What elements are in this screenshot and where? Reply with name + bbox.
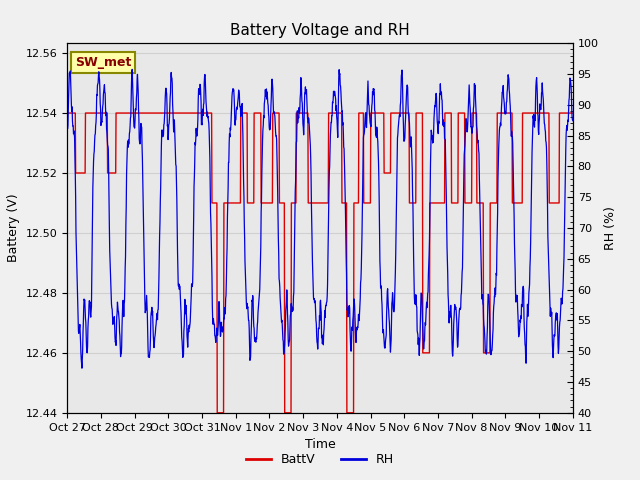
RH <box>569 118 577 123</box>
RH <box>465 89 472 95</box>
RH <box>177 294 184 300</box>
Y-axis label: Battery (V): Battery (V) <box>7 194 20 262</box>
BattV <box>176 110 184 116</box>
Text: SW_met: SW_met <box>75 56 131 69</box>
RH <box>399 93 406 98</box>
BattV <box>233 200 241 206</box>
BattV <box>399 110 406 116</box>
Title: Battery Voltage and RH: Battery Voltage and RH <box>230 23 410 38</box>
BattV <box>63 110 71 116</box>
RH <box>78 365 86 371</box>
Y-axis label: RH (%): RH (%) <box>604 206 617 250</box>
X-axis label: Time: Time <box>305 438 335 451</box>
Legend: BattV, RH: BattV, RH <box>241 448 399 471</box>
RH <box>164 137 172 143</box>
BattV <box>509 200 517 206</box>
BattV <box>213 410 221 416</box>
RH <box>63 123 71 129</box>
Line: RH: RH <box>67 70 573 368</box>
RH <box>233 104 241 110</box>
RH <box>509 179 517 184</box>
BattV <box>465 200 472 206</box>
BattV <box>569 110 577 116</box>
RH <box>129 67 136 72</box>
BattV <box>163 110 171 116</box>
Line: BattV: BattV <box>67 113 573 413</box>
